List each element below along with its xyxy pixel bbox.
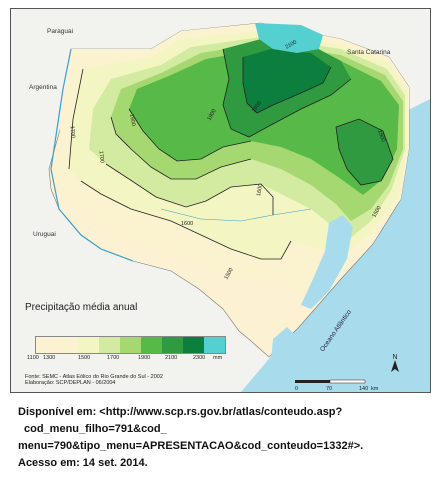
legend-tick: 1500 (78, 355, 91, 361)
isohyet-lines (68, 48, 394, 260)
citation: Disponível em: <http://www.scp.rs.gov.br… (18, 404, 438, 472)
river-uruguai (50, 48, 134, 262)
legend-tick: 1700 (107, 355, 120, 361)
isohyet-1900 (128, 108, 252, 162)
label-argentina: Argentina (29, 84, 57, 91)
zone-2300-core (243, 49, 331, 113)
isohyet-2100 (242, 57, 332, 114)
lagoon-patos (301, 215, 353, 309)
isohyet-1900-b (222, 48, 352, 138)
isohyet-label: 1700 (97, 150, 105, 164)
citation-line: menu=790&tipo_menu=APRESENTACAO&cod_cont… (18, 440, 364, 452)
scale-tick: 0 (295, 386, 298, 392)
river-jacui (160, 208, 312, 222)
citation-line: cod_menu_filho=791&cod_ (24, 423, 167, 435)
isohyet-1700 (110, 116, 252, 180)
legend-swatch-peak (204, 337, 225, 353)
legend-tick: 2100 (165, 355, 178, 361)
citation-line: Disponível em: <http://www.scp.rs.gov.br… (18, 406, 343, 418)
isohyet-1900-east (335, 118, 394, 186)
legend-swatch-1900 (141, 337, 162, 353)
legend-swatch-1900-light (120, 337, 141, 353)
legend-swatch-1500 (78, 337, 99, 353)
legend-swatch-2300 (183, 337, 204, 353)
legend-swatch-1100 (36, 337, 57, 353)
legend-tick: 2300 (193, 355, 206, 361)
legend-tick: 1900 (138, 355, 151, 361)
legend-tick: 1100 (27, 355, 39, 361)
source-line: Elaboração: SCP/DEPLAN - 06/2004 (25, 380, 116, 386)
label-paraguai: Paraguai (47, 28, 74, 35)
precipitation-map (11, 9, 430, 392)
map-source: Fonte: SEMC - Atlas Eólico do Rio Grande… (25, 374, 163, 386)
label-uruguai: Uruguai (33, 231, 56, 238)
north-arrow-icon: N (391, 354, 399, 372)
source-line: Fonte: SEMC - Atlas Eólico do Rio Grande… (25, 374, 163, 380)
isohyet-label: 1600 (181, 221, 194, 227)
isohyet-1500 (68, 68, 292, 260)
zone-peak (255, 23, 323, 53)
scale-bar: 0 70 140 km (295, 379, 379, 392)
legend-swatch-1700 (99, 337, 120, 353)
legend-swatch-2100 (162, 337, 183, 353)
citation-line: Acesso em: 14 set. 2014. (18, 457, 148, 469)
scale-tick: 140 (359, 386, 368, 392)
legend-unit: mm (213, 355, 223, 361)
north-letter: N (392, 354, 397, 361)
legend-swatch-1300 (57, 337, 78, 353)
scale-unit: km (371, 386, 379, 392)
label-santa-catarina: Santa Catarina (347, 49, 391, 56)
legend-tick: 1300 (43, 355, 56, 361)
scale-tick: 70 (326, 386, 332, 392)
legend-ticks: 1100 1300 1500 1700 1900 2100 2300 mm (25, 355, 235, 365)
map-frame: Paraguai Argentina Uruguai Santa Catarin… (10, 8, 431, 393)
zone-2100-east (336, 119, 393, 185)
isohyet-label: 1700 (68, 125, 76, 139)
legend-color-bar (35, 336, 226, 354)
isohyet-1600 (105, 163, 274, 215)
lagoon-mirim (271, 327, 295, 361)
legend-title: Precipitação média anual (25, 302, 138, 313)
